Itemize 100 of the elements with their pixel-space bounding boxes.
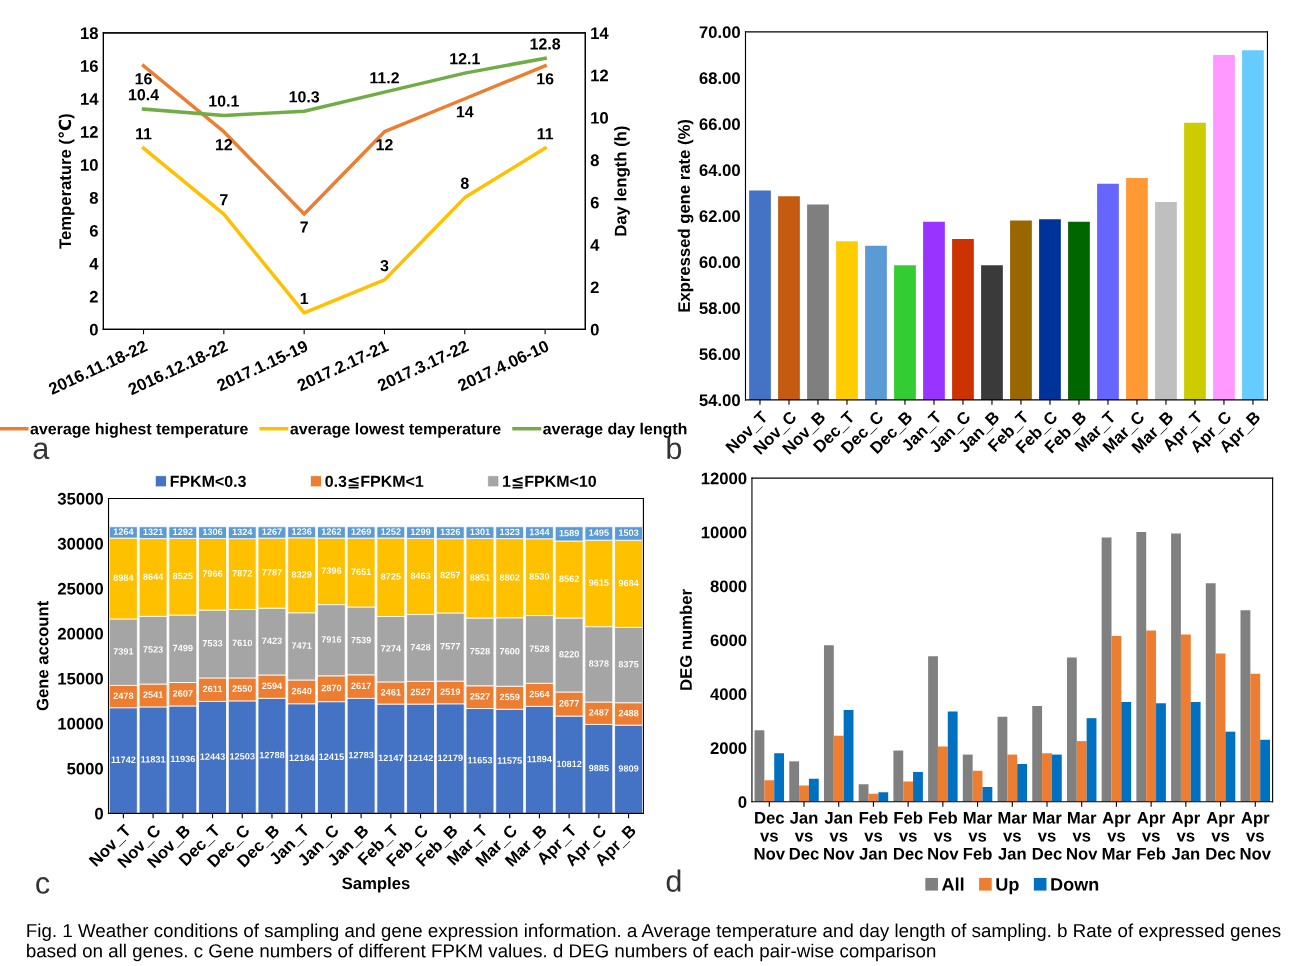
x-tick-label: Jan vs Nov [824, 812, 855, 860]
data-label: 7523 [143, 646, 163, 653]
text: c [36, 877, 50, 894]
y-tick-label: 35000 [57, 492, 103, 505]
data-label: 10.1 [209, 95, 239, 107]
data-label: 11 [136, 128, 152, 140]
y2-tick-label: 4 [590, 239, 600, 251]
data-label: 9615 [588, 579, 609, 586]
y-tick-label: 58.00 [699, 302, 740, 315]
data-label: 1299 [410, 528, 431, 536]
bar [947, 711, 958, 802]
data-label: 7787 [262, 569, 282, 576]
x-tick-label: Apr vs Feb [1137, 812, 1166, 860]
bar [928, 656, 938, 802]
y-tick-label: 6000 [710, 634, 747, 647]
bar [799, 785, 809, 802]
legend-label: All [942, 877, 964, 891]
data-label: 11894 [527, 755, 552, 763]
data-label: 7274 [381, 645, 401, 652]
data-label: 1264 [113, 528, 134, 535]
data-label: 2519 [440, 688, 461, 695]
y-tick-label: 20000 [57, 627, 103, 640]
bar [774, 753, 785, 802]
y2-axis-title: Day length (h) [614, 126, 630, 236]
y-tick-label: 0 [89, 323, 98, 336]
y-tick-label: 2000 [710, 742, 747, 755]
data-label: 16 [135, 73, 152, 85]
data-label: 7533 [202, 640, 223, 647]
y2-tick-label: 2 [590, 281, 599, 294]
bar [1260, 739, 1271, 802]
y-tick-label: 10000 [701, 526, 747, 539]
data-label: 12415 [319, 753, 344, 760]
data-label: 2564 [529, 690, 550, 698]
data-label: 8329 [291, 571, 312, 578]
bar [858, 784, 869, 802]
bar [1156, 703, 1166, 802]
y-tick-label: 10000 [58, 717, 103, 730]
data-label: 2870 [321, 684, 342, 692]
bar [1007, 754, 1018, 802]
bar [1205, 583, 1216, 802]
caption: Fig. 1 Weather conditions of sampling and gene expression information. a Average temperature and day length of sampling. b Rate of expressed genes based on all genes. c Gene numbers of different FPKM values. d DEG numbers of each pair-wise comparison [27, 923, 1281, 962]
data-label: 12147 [378, 754, 404, 762]
data-label: 2607 [172, 690, 193, 697]
legend-label: 1≦FPKM<10 [503, 475, 596, 489]
data-label: 14 [456, 106, 474, 118]
data-label: 12179 [438, 754, 463, 762]
bar [1051, 754, 1062, 802]
y-axis-title: Expressed gene rate (%) [677, 119, 694, 312]
y2-tick-label: 8 [590, 154, 599, 167]
data-label: 10.3 [289, 91, 320, 103]
bar [754, 730, 765, 802]
bar [1101, 537, 1112, 802]
x-tick-label: Jan vs Dec [789, 812, 819, 860]
data-label: 11.2 [370, 72, 399, 84]
bar [878, 792, 889, 802]
legend-label: 0.3≦FPKM<1 [325, 475, 424, 489]
data-label: 11653 [468, 756, 493, 764]
y-tick-label: 56.00 [699, 348, 740, 361]
text: a [33, 442, 50, 460]
text: d [666, 869, 681, 892]
data-label: 8562 [559, 575, 579, 582]
bar [1076, 741, 1087, 802]
y-tick-label: 14 [81, 93, 99, 105]
data-label: 11831 [141, 756, 166, 763]
x-tick-label: Apr vs Dec [1206, 812, 1236, 860]
data-label: 2461 [380, 688, 401, 696]
data-label: 8725 [380, 573, 401, 580]
data-label: 8 [460, 177, 469, 189]
data-label: 1 [300, 293, 309, 305]
y-tick-label: 54.00 [699, 394, 740, 407]
data-label: 1306 [202, 528, 223, 536]
data-label: 2527 [410, 688, 431, 696]
data-label: 7610 [232, 639, 253, 647]
data-label: 12.1 [450, 53, 480, 65]
data-label: 12142 [408, 754, 433, 762]
y-tick-label: 70.00 [699, 26, 740, 39]
y2-tick-label: 14 [591, 27, 609, 39]
bar [1032, 706, 1043, 802]
data-label: 1323 [500, 528, 520, 536]
data-label: 8851 [470, 574, 490, 581]
data-label: 11 [537, 128, 554, 140]
data-label: 1301 [470, 528, 490, 536]
x-tick-label: Apr vs Nov [1240, 812, 1271, 860]
legend-label: average day length [543, 422, 687, 438]
data-label: 1262 [321, 528, 342, 535]
y2-tick-label: 0 [590, 323, 599, 336]
data-label: 1324 [232, 528, 253, 536]
bar [1225, 731, 1236, 802]
data-label: 16 [537, 73, 554, 85]
data-label: 1267 [262, 528, 282, 535]
data-label: 7471 [291, 642, 312, 649]
data-label: 12.8 [530, 38, 561, 50]
y-tick-label: 60.00 [699, 256, 740, 269]
legend-label: Down [1051, 878, 1099, 891]
bar [1240, 610, 1251, 802]
data-label: 3 [380, 259, 389, 272]
legend-label: Up [996, 878, 1019, 895]
data-label: 12788 [259, 751, 285, 759]
data-label: 2488 [618, 709, 639, 717]
y-tick-label: 12000 [701, 472, 747, 485]
